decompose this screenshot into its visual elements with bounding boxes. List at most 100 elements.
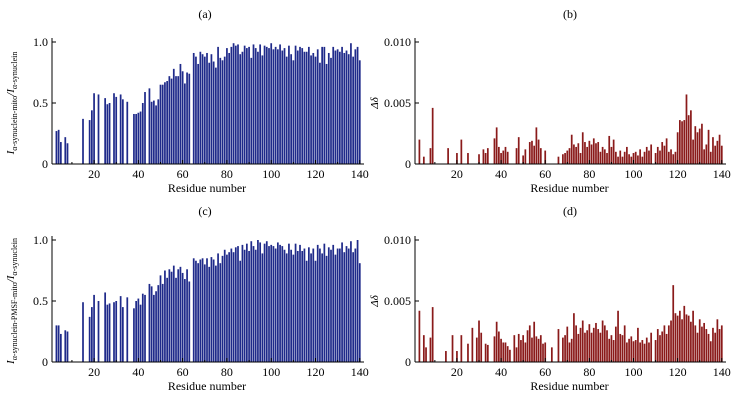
bar: [500, 153, 502, 164]
bar: [456, 351, 458, 362]
bar: [634, 151, 637, 164]
bar: [685, 314, 688, 362]
bar: [480, 332, 483, 362]
bar: [707, 129, 710, 164]
bar: [230, 46, 233, 164]
bar: [493, 138, 496, 164]
bar: [608, 338, 611, 362]
bar: [283, 48, 286, 164]
bar: [334, 254, 337, 362]
bar: [330, 249, 332, 362]
bar: [471, 327, 474, 362]
x-tick-label: 120: [307, 167, 325, 181]
bar: [648, 342, 650, 362]
bar: [592, 138, 595, 164]
bar: [720, 145, 723, 164]
bar: [334, 50, 337, 164]
bar: [88, 316, 91, 362]
bar: [643, 151, 646, 164]
bar: [544, 150, 547, 164]
bar: [232, 252, 235, 362]
bar: [482, 149, 485, 164]
bar: [93, 93, 95, 164]
bar: [641, 156, 644, 164]
bar: [557, 329, 560, 362]
bar: [338, 51, 341, 165]
x-tick-label: 40: [495, 365, 507, 379]
bar: [687, 315, 690, 362]
bar: [612, 139, 615, 164]
bar: [148, 88, 151, 164]
bar: [181, 71, 184, 164]
bar: [321, 46, 324, 164]
x-tick-label: 60: [539, 365, 551, 379]
bar: [228, 252, 231, 362]
bar: [509, 349, 511, 362]
bar: [219, 263, 222, 362]
x-tick-label: 140: [713, 365, 731, 379]
bar: [312, 52, 315, 165]
bar: [214, 67, 217, 164]
bar: [630, 336, 633, 362]
bar: [460, 139, 463, 164]
bar: [175, 277, 177, 362]
bar: [478, 154, 480, 164]
chart-panel-d: 20 40 60 80 100 120 140 0 0.005 0.010 (d) Residue n…: [369, 204, 731, 393]
bar: [418, 139, 421, 164]
x-tick-label: 80: [583, 167, 595, 181]
bar: [106, 304, 109, 362]
bar: [307, 46, 310, 164]
bar: [279, 244, 281, 362]
bar: [274, 248, 277, 362]
bar: [121, 307, 124, 362]
bar: [672, 285, 675, 362]
bar: [614, 151, 617, 164]
bar: [506, 151, 509, 164]
bar: [321, 253, 324, 362]
x-tick-label: 60: [177, 167, 189, 181]
bar: [718, 134, 721, 164]
bar: [283, 249, 286, 362]
x-tick-label: 40: [495, 167, 507, 181]
bar: [64, 137, 67, 164]
bar: [90, 307, 93, 362]
bar: [263, 243, 266, 362]
bar: [281, 50, 284, 164]
bar: [330, 57, 332, 164]
bar: [288, 45, 290, 164]
bar: [694, 126, 697, 164]
bar: [656, 146, 659, 164]
bar: [350, 43, 352, 164]
bar: [248, 250, 250, 362]
bar: [597, 329, 600, 362]
x-tick-label: 120: [669, 167, 687, 181]
bar: [327, 52, 330, 165]
x-tick-label: 100: [625, 167, 643, 181]
bar: [319, 62, 321, 164]
y-tick-label: 1.0: [33, 35, 48, 49]
bar: [210, 257, 213, 362]
y-axis-label: Δδ: [369, 96, 381, 109]
y-tick-label: 0.010: [384, 35, 411, 49]
y-tick-label: 0: [42, 355, 48, 369]
bar: [460, 335, 463, 362]
bar: [268, 48, 270, 164]
bar: [648, 150, 650, 164]
bar: [206, 258, 208, 362]
bar: [718, 329, 721, 362]
bar: [564, 153, 566, 164]
y-tick-label: 0: [405, 157, 411, 171]
bar: [226, 48, 228, 164]
x-tick-label: 80: [221, 365, 233, 379]
bar: [223, 56, 226, 164]
bar: [137, 298, 140, 362]
bar: [564, 335, 566, 362]
bar: [226, 254, 228, 362]
bar: [221, 60, 224, 164]
bar: [643, 343, 646, 362]
bar: [212, 61, 215, 164]
bar: [203, 264, 206, 362]
bar: [502, 150, 505, 164]
bar: [670, 149, 672, 164]
bar: [588, 324, 591, 362]
